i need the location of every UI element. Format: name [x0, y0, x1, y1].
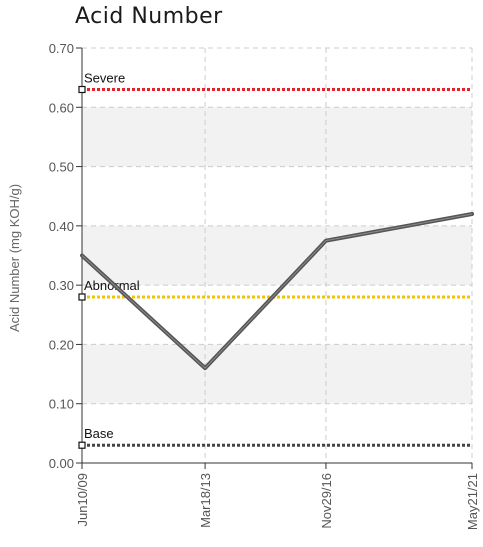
y-tick-label: 0.70	[49, 41, 74, 56]
plot-bands	[82, 107, 472, 404]
ref-marker-base	[78, 441, 86, 449]
y-tick-label: 0.10	[49, 397, 74, 412]
series-highlight-0	[81, 213, 473, 369]
ref-marker-severe	[78, 85, 86, 94]
y-tick-label: 0.40	[49, 219, 74, 234]
tick-labels: 0.00 0.10 0.20 0.30 0.40 0.50 0.60 0.70 Jun10/09…	[49, 41, 480, 530]
x-tick-label: Nov29/16	[319, 473, 334, 529]
y-tick-label: 0.20	[49, 337, 74, 352]
y-axis-title: Acid Number (mg KOH/g)	[7, 184, 22, 332]
ref-label-base: Base	[84, 426, 114, 441]
series-lines	[80, 212, 474, 371]
y-tick-label: 0.60	[49, 100, 74, 115]
x-tick-label: May21/21	[465, 473, 480, 530]
y-tick-label: 0.50	[49, 160, 74, 175]
x-tick-label: Jun10/09	[75, 473, 90, 527]
x-tick-label: Mar18/13	[198, 473, 213, 528]
plot-band	[82, 107, 472, 167]
ref-marker-abnormal	[78, 293, 86, 301]
y-tick-label: 0.00	[49, 456, 74, 471]
chart-title: Acid Number	[75, 4, 223, 29]
y-tick-label: 0.30	[49, 278, 74, 293]
ref-label-severe: Severe	[84, 71, 125, 86]
plot-band	[82, 225, 472, 286]
plot-band	[82, 344, 472, 404]
